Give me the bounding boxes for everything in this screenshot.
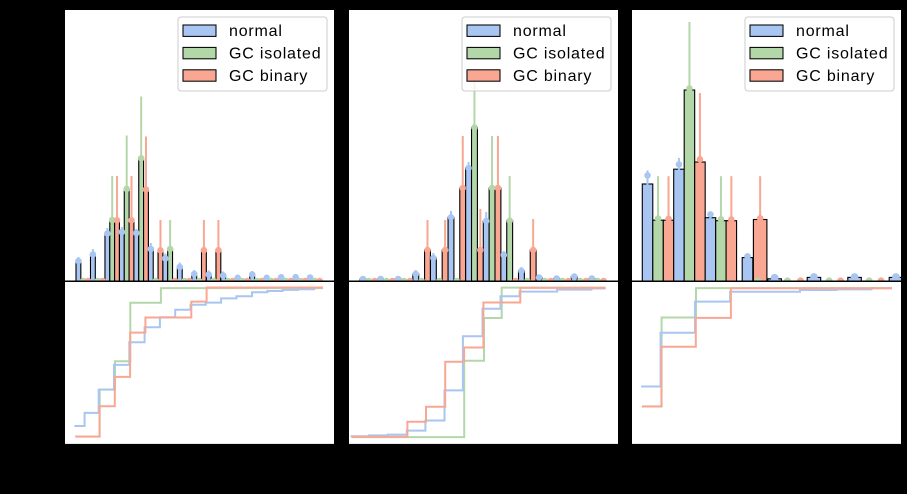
svg-text:GC isolated: GC isolated [796, 46, 888, 63]
svg-text:normal: normal [229, 23, 283, 40]
svg-text:GC binary: GC binary [229, 68, 308, 85]
svg-text:GC binary: GC binary [513, 68, 592, 85]
svg-text:GC isolated: GC isolated [229, 46, 321, 63]
svg-text:GC isolated: GC isolated [513, 46, 605, 63]
svg-text:normal: normal [796, 23, 850, 40]
svg-text:normal: normal [513, 23, 567, 40]
svg-text:GC binary: GC binary [796, 68, 875, 85]
